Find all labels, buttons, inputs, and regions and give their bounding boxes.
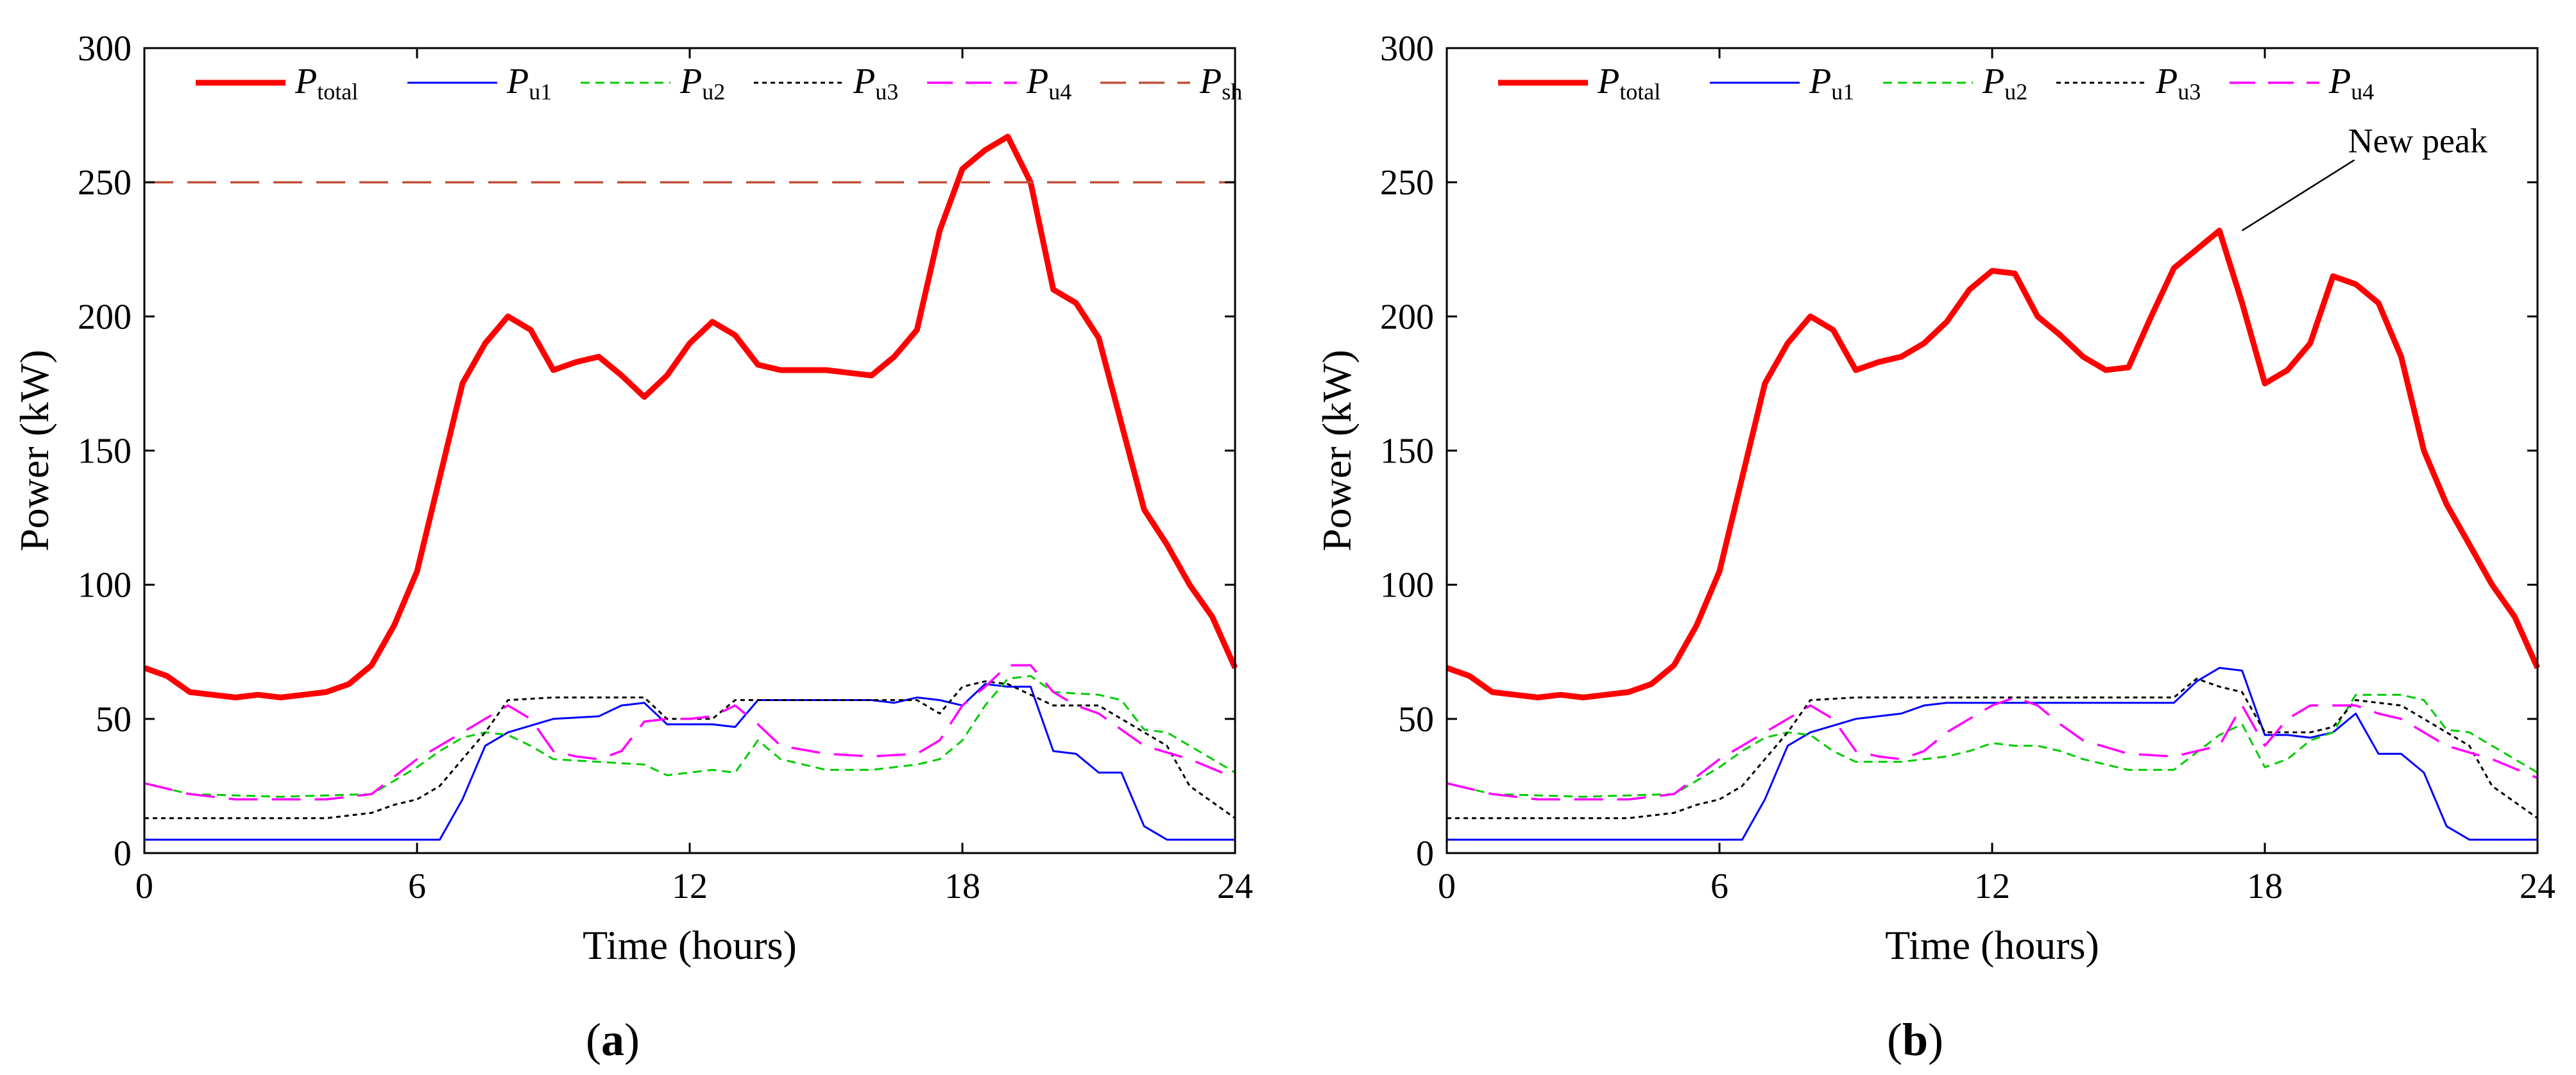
y-tick-label: 100 <box>1380 566 1434 605</box>
panel-label-open: ( <box>1887 1014 1902 1065</box>
series-line-p-u1 <box>1447 666 2538 841</box>
series-line-p-total <box>1446 228 2541 700</box>
y-tick-label: 150 <box>1380 432 1434 471</box>
legend: Ptotal Pu1 Pu2 Pu3 Pu4 Psh <box>196 62 1242 105</box>
y-tick-label: 300 <box>78 29 132 69</box>
panel-label-letter: b <box>1902 1014 1928 1065</box>
legend-label-p-sh: Psh <box>1199 62 1242 105</box>
axis-ticks: 0 6 12 18 24 0 50 100 150 200 250 300 <box>78 29 1253 906</box>
annotation-leader <box>2241 159 2355 232</box>
legend-label-p-u1: Pu1 <box>506 62 552 105</box>
legend-label-p-total: Ptotal <box>294 62 358 105</box>
series-line-p-u2 <box>144 675 1236 798</box>
series-line-p-u1 <box>144 683 1235 841</box>
x-axis-label: Time (hours) <box>583 922 797 968</box>
y-axis-label: Power (kW) <box>12 350 57 552</box>
series-line-p-u2 <box>1446 693 2538 798</box>
axis-ticks: 0 6 12 18 24 0 50 100 150 200 250 300 <box>1380 29 2555 906</box>
y-tick-label: 100 <box>78 566 132 605</box>
x-axis-label: Time (hours) <box>1885 922 2099 968</box>
annotation-layer: New peak <box>2241 121 2487 232</box>
panel-label-letter: a <box>601 1014 624 1065</box>
y-tick-label: 250 <box>1380 163 1434 203</box>
y-tick-label: 0 <box>114 834 132 874</box>
legend-label-p-u1: Pu1 <box>1809 62 1854 105</box>
series-layer <box>143 133 1238 841</box>
y-tick-label: 0 <box>1416 834 1434 874</box>
y-tick-label: 200 <box>78 297 132 337</box>
plot-frame <box>143 47 1236 854</box>
x-tick-label: 18 <box>944 867 980 906</box>
panel-label-open: ( <box>586 1014 601 1065</box>
x-tick-label: 12 <box>1974 867 2010 906</box>
y-tick-label: 150 <box>78 432 132 471</box>
panel-label: (a) <box>586 1014 640 1065</box>
panel-label-close: ) <box>624 1014 640 1065</box>
panel-label-close: ) <box>1928 1014 1943 1065</box>
series-line-p-total <box>143 133 1238 700</box>
x-tick-label: 12 <box>672 867 708 906</box>
y-tick-label: 300 <box>1380 29 1434 69</box>
series-line-p-u3 <box>144 680 1236 820</box>
x-tick-label: 24 <box>1217 867 1253 906</box>
legend-label-p-u4: Pu4 <box>1026 62 1071 105</box>
series-layer <box>1446 228 2541 841</box>
series-line-p-u3 <box>1447 677 2538 820</box>
y-tick-label: 200 <box>1380 297 1434 337</box>
plot-frame <box>1446 47 2539 854</box>
x-tick-label: 18 <box>2247 867 2283 906</box>
legend-label-p-u3: Pu3 <box>2155 62 2201 105</box>
series-line-p-u4 <box>1446 696 2538 801</box>
panel-label: (b) <box>1887 1014 1943 1065</box>
y-axis-label: Power (kW) <box>1314 350 1360 552</box>
legend-label-p-u2: Pu2 <box>1982 62 2027 105</box>
y-tick-label: 50 <box>1398 700 1434 740</box>
legend-label-p-total: Ptotal <box>1597 62 1660 105</box>
legend-label-p-u2: Pu2 <box>679 62 725 105</box>
x-tick-label: 6 <box>408 867 426 906</box>
series-line-p-u4 <box>144 664 1236 801</box>
y-tick-label: 50 <box>96 700 132 740</box>
annotation-new-peak: New peak <box>2348 121 2487 160</box>
legend-label-p-u4: Pu4 <box>2328 62 2374 105</box>
x-tick-label: 0 <box>135 867 153 906</box>
x-tick-label: 24 <box>2520 867 2555 906</box>
x-tick-label: 6 <box>1710 867 1728 906</box>
legend-label-p-u3: Pu3 <box>853 62 898 105</box>
x-tick-label: 0 <box>1438 867 1456 906</box>
legend: Ptotal Pu1 Pu2 Pu3 Pu4 <box>1498 62 2374 105</box>
y-tick-label: 250 <box>78 163 132 203</box>
